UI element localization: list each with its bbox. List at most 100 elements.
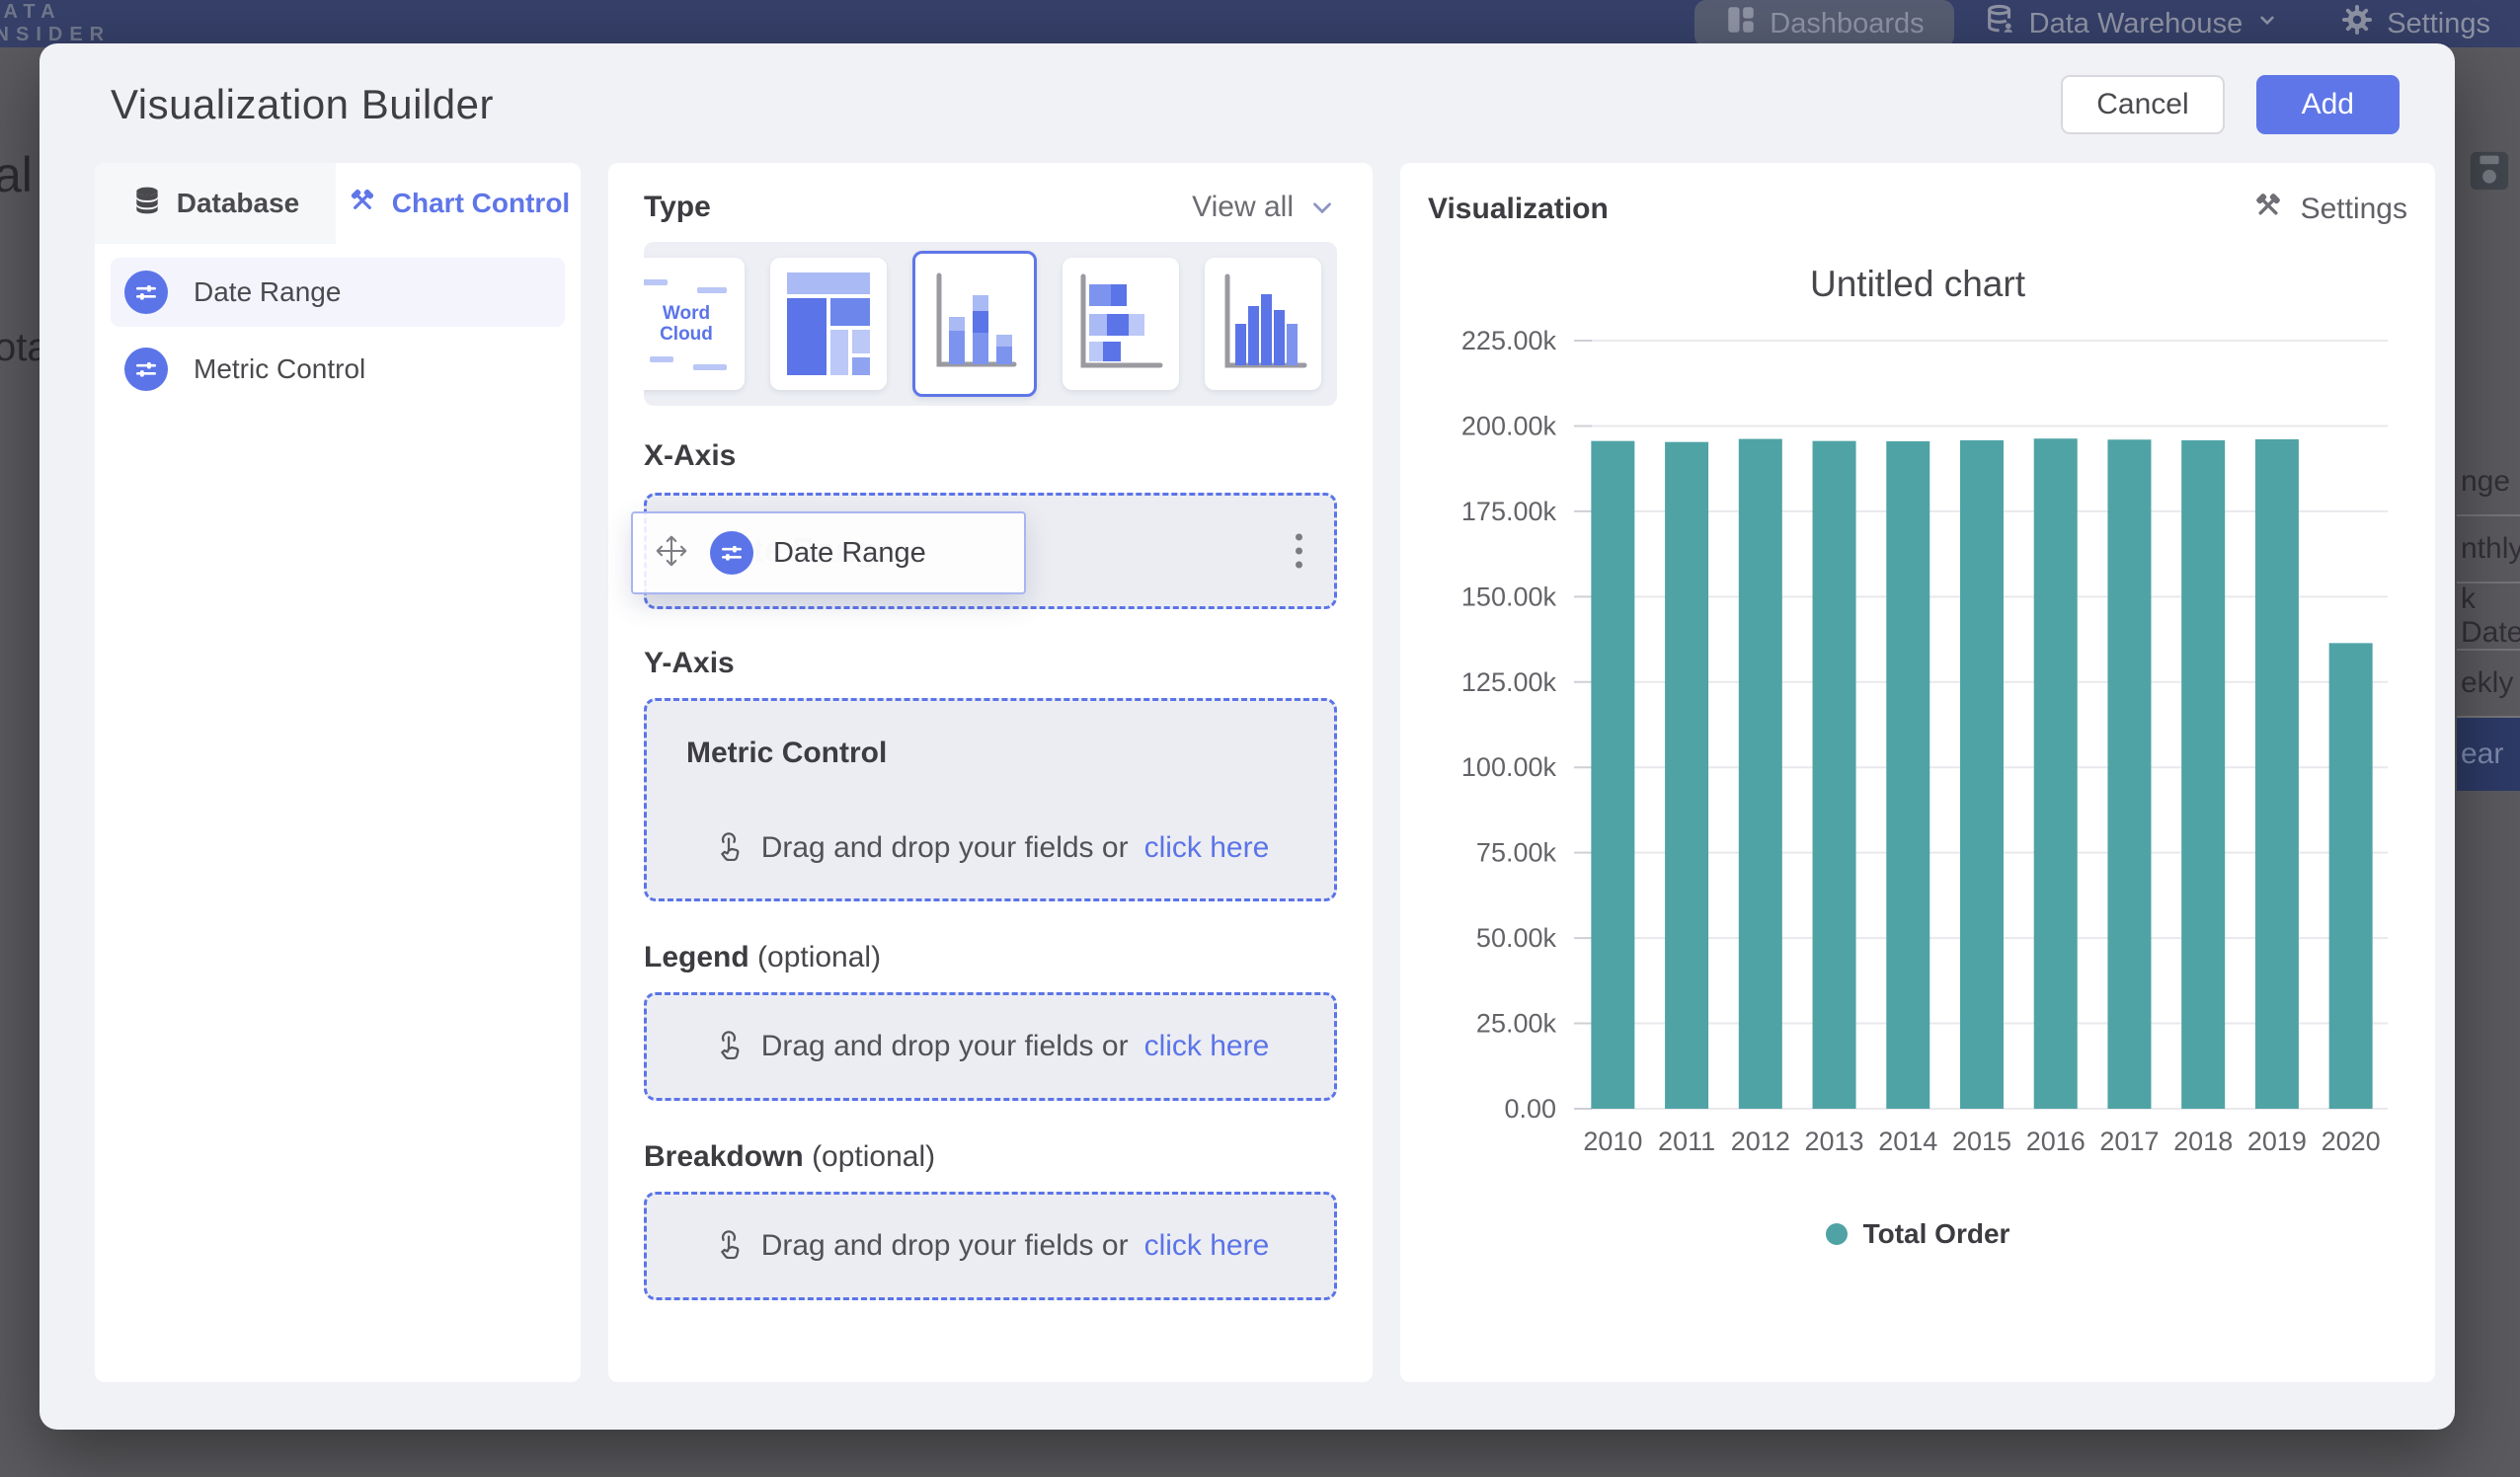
chart-type-stacked-bar[interactable] <box>1063 258 1179 390</box>
y-tick-label: 25.00k <box>1476 1009 1557 1039</box>
modal-title: Visualization Builder <box>111 81 494 127</box>
x-tick-label: 2017 <box>2099 1127 2159 1156</box>
bar-2011 <box>1665 441 1709 1109</box>
word-cloud-mini <box>697 287 727 293</box>
occluded-list-item: nge <box>2457 449 2520 516</box>
chart-type-stacked-column-selected[interactable] <box>912 251 1037 397</box>
dashboards-icon <box>1724 3 1758 44</box>
tab-chart-control-label: Chart Control <box>391 188 571 218</box>
x-tick-label: 2016 <box>2026 1127 2086 1156</box>
bar-2016 <box>2033 438 2078 1109</box>
word-cloud-mini <box>650 356 673 362</box>
hint-text: Drag and drop your fields or <box>760 831 1129 864</box>
bar-2013 <box>1812 440 1856 1109</box>
settings-tools-icon <box>2251 189 2285 230</box>
bar-2019 <box>2254 438 2299 1109</box>
chart-settings-button[interactable]: Settings <box>2251 189 2407 230</box>
app-logo: DATA INSIDER <box>0 1 112 45</box>
type-heading: Type <box>644 191 711 223</box>
bar-2012 <box>1738 438 1782 1109</box>
chart-type-word-cloud[interactable]: Word Cloud <box>644 258 745 390</box>
chevron-down-icon <box>2254 7 2280 40</box>
tab-database-label: Database <box>176 188 300 218</box>
word-cloud-mini <box>644 279 668 285</box>
y-tick-label: 225.00k <box>1461 326 1557 355</box>
chevron-down-icon <box>1313 202 1331 214</box>
word-cloud-word: Cloud <box>660 324 713 345</box>
nav-data-warehouse-label: Data Warehouse <box>2028 7 2244 39</box>
x-tick-label: 2012 <box>1731 1127 1790 1156</box>
date-range-chip[interactable]: Date Range <box>631 511 1026 594</box>
tab-chart-control[interactable]: Chart Control <box>336 163 581 244</box>
modal-header: Visualization Builder Cancel Add <box>39 43 2455 134</box>
x-tick-label: 2014 <box>1878 1127 1937 1156</box>
chart-legend: Total Order <box>1428 1218 2407 1250</box>
chart-settings-label: Settings <box>2300 193 2407 225</box>
chart-type-treemap[interactable] <box>770 258 887 390</box>
legend-marker <box>1825 1223 1848 1245</box>
nav-data-warehouse[interactable]: Data Warehouse <box>1954 0 2311 47</box>
tab-database[interactable]: Database <box>95 163 336 244</box>
field-metric-control[interactable]: Metric Control <box>111 335 565 404</box>
click-here-link[interactable]: click here <box>1143 831 1270 864</box>
x-tick-label: 2020 <box>2322 1127 2381 1156</box>
y-tick-label: 150.00k <box>1461 582 1557 611</box>
x-tick-label: 2010 <box>1583 1127 1642 1156</box>
view-all-button[interactable]: View all <box>1192 191 1337 224</box>
breakdown-heading: Breakdown (optional) <box>644 1140 936 1173</box>
bar-2015 <box>1960 439 2004 1109</box>
hint-text: Drag and drop your fields or <box>760 1229 1129 1262</box>
click-here-link[interactable]: click here <box>1143 1030 1270 1062</box>
click-here-link[interactable]: click here <box>1143 1229 1270 1262</box>
nav-settings[interactable]: Settings <box>2310 0 2520 47</box>
occluded-dropdown-list: nge nthly k Date ekly ear <box>2457 449 2520 791</box>
y-tick-label: 0.00 <box>1504 1094 1556 1124</box>
visualization-heading: Visualization <box>1428 193 1609 225</box>
breakdown-dropzone[interactable]: Drag and drop your fields or click here <box>644 1192 1337 1300</box>
move-icon <box>653 532 690 575</box>
occluded-list-item: nthly <box>2457 516 2520 583</box>
hint-text: Drag and drop your fields or <box>760 1030 1129 1062</box>
control-icon <box>710 531 753 575</box>
y-axis-dropzone[interactable]: Metric Control Drag and drop your fields… <box>644 698 1337 901</box>
date-range-chip-label: Date Range <box>773 536 926 569</box>
word-cloud-word: Word <box>662 303 711 324</box>
visualization-panel: Visualization Settings Untitled chart 0.… <box>1400 163 2435 1382</box>
legend-heading: Legend (optional) <box>644 941 882 973</box>
top-navbar: DATA INSIDER Dashboards <box>0 0 2520 47</box>
y-axis-zone-title: Metric Control <box>686 737 888 769</box>
x-tick-label: 2011 <box>1658 1127 1715 1156</box>
occluded-list-item: ekly <box>2457 651 2520 718</box>
nav-dashboards[interactable]: Dashboards <box>1694 0 1954 47</box>
bar-chart: 0.00 25.00k 50.00k 75.00k 100.00k 125.00k 150.… <box>1461 326 2388 1156</box>
x-tick-label: 2015 <box>1952 1127 2011 1156</box>
add-button[interactable]: Add <box>2255 75 2400 134</box>
bar-2010 <box>1591 440 1635 1109</box>
tools-icon <box>347 185 378 223</box>
legend-dropzone[interactable]: Drag and drop your fields or click here <box>644 992 1337 1101</box>
occluded-list-item-selected: ear <box>2457 718 2520 791</box>
field-date-range[interactable]: Date Range <box>111 258 565 327</box>
chart-type-column[interactable] <box>1205 258 1321 390</box>
legend-series-label: Total Order <box>1862 1218 2010 1249</box>
nav-dashboards-label: Dashboards <box>1770 7 1925 39</box>
fields-panel-tabs: Database Chart Control <box>95 163 581 244</box>
tap-icon <box>712 1225 746 1267</box>
bar-2017 <box>2107 439 2152 1109</box>
visualization-builder-modal: Visualization Builder Cancel Add <box>39 43 2455 1430</box>
cancel-button[interactable]: Cancel <box>2061 75 2225 134</box>
view-all-label: View all <box>1192 191 1294 223</box>
occluded-list-item: k Date <box>2457 583 2520 651</box>
save-icon <box>2467 148 2512 198</box>
control-icon <box>124 348 168 391</box>
x-axis-dropzone[interactable]: Date Range <box>631 493 1337 609</box>
database-icon <box>1984 3 2017 44</box>
gear-icon <box>2339 2 2375 45</box>
tap-icon <box>712 1026 746 1067</box>
x-axis-heading: X-Axis <box>644 439 737 472</box>
kebab-menu-icon[interactable] <box>1290 528 1308 575</box>
x-tick-label: 2019 <box>2247 1127 2307 1156</box>
field-metric-control-label: Metric Control <box>194 353 366 384</box>
x-tick-label: 2013 <box>1805 1127 1864 1156</box>
control-field-list: Date Range Metric Control <box>95 244 581 418</box>
